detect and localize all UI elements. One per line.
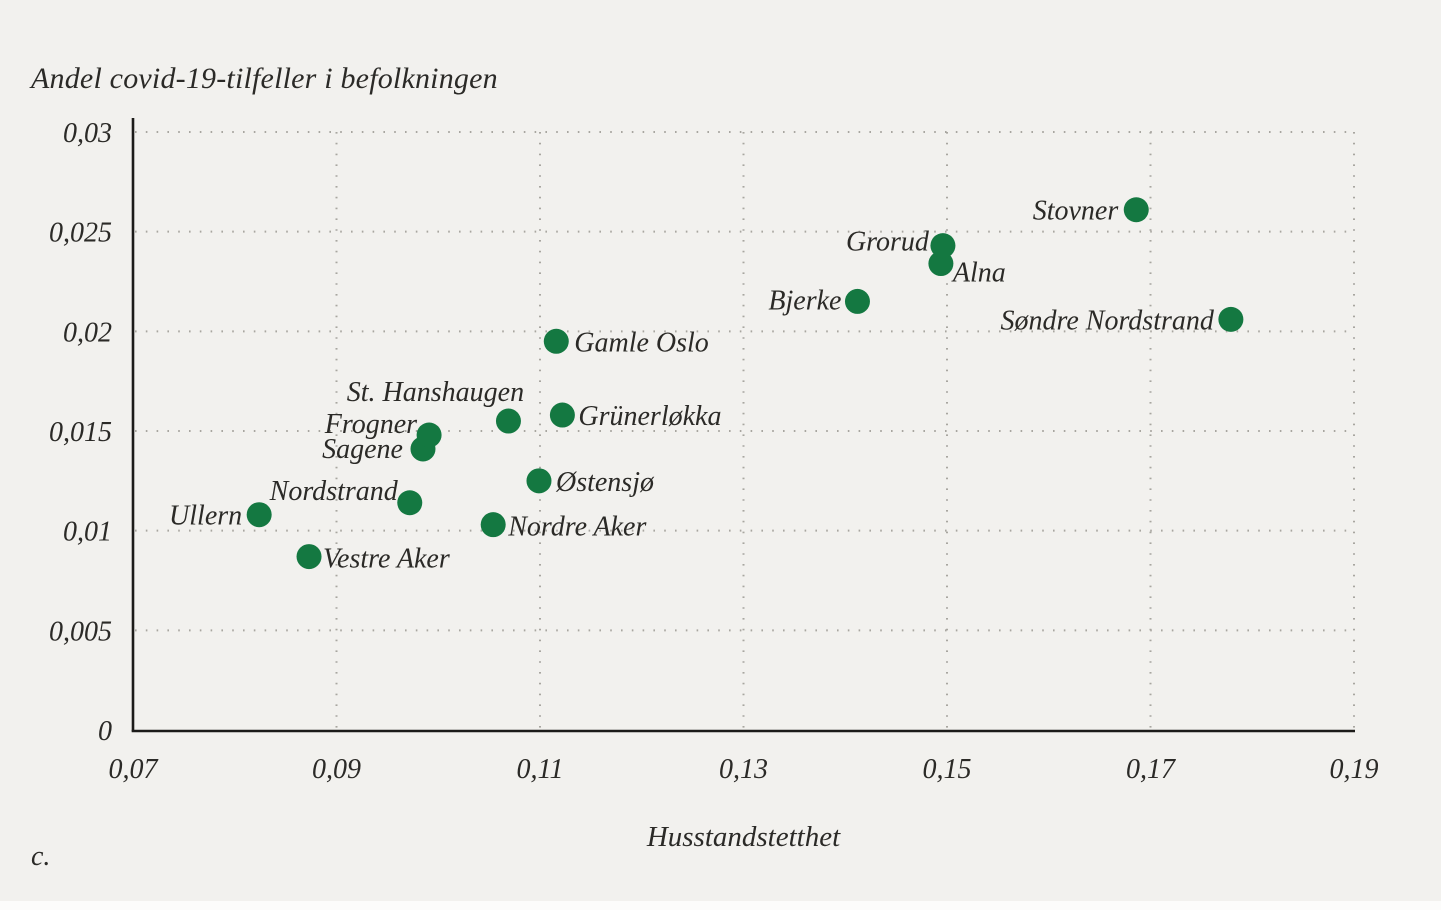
- x-tick-label: 0,13: [719, 754, 768, 785]
- data-point-label-gamle-oslo: Gamle Oslo: [574, 327, 709, 358]
- data-point-stovner: [1123, 197, 1149, 223]
- data-point-label-stovner: Stovner: [1033, 196, 1119, 227]
- x-tick-label: 0,17: [1126, 754, 1176, 785]
- figure-panel-letter: c.: [31, 841, 51, 872]
- data-point-label-sagene: Sagene: [322, 434, 403, 465]
- data-point-nordre-aker: [480, 512, 506, 538]
- y-tick-label: 0,01: [63, 517, 112, 548]
- data-point-gamle-oslo: [543, 328, 569, 354]
- x-tick-label: 0,15: [923, 754, 972, 785]
- data-point-label-grünerløkka: Grünerløkka: [578, 401, 721, 432]
- data-point-label-bjerke: Bjerke: [768, 285, 841, 316]
- y-tick-label: 0,025: [49, 218, 112, 249]
- x-tick-labels: 0,07 0,09 0,11 0,13 0,15 0,17 0,19: [109, 754, 1379, 785]
- x-tick-label: 0,11: [517, 754, 564, 785]
- data-point-label-nordstrand: Nordstrand: [269, 476, 399, 507]
- data-point-labels: Ullern Vestre Aker Nordstrand SageneFrogner…: [169, 196, 1215, 575]
- y-tick-label: 0,03: [63, 118, 112, 149]
- data-point-østensjø: [526, 468, 552, 494]
- chart-title: Andel covid-19-tilfeller i befolkningen: [31, 62, 498, 95]
- bottom-strip: [0, 901, 1441, 910]
- x-tick-label: 0,07: [109, 754, 159, 785]
- data-point-label-vestre-aker: Vestre Aker: [323, 544, 450, 575]
- data-point-nordstrand: [397, 490, 423, 516]
- data-point-label-nordre-aker: Nordre Aker: [507, 512, 646, 543]
- data-point-frogner: [416, 422, 442, 448]
- y-tick-label: 0,02: [63, 317, 112, 348]
- data-point-st-hanshaugen: [495, 408, 521, 434]
- data-point-bjerke: [844, 288, 870, 314]
- gridlines: [135, 131, 1355, 730]
- data-point-label-st-hanshaugen: St. Hanshaugen: [347, 377, 524, 408]
- y-tick-label: 0,005: [49, 616, 112, 647]
- data-point-grorud: [930, 233, 956, 259]
- data-point-vestre-aker: [296, 544, 322, 570]
- data-point-label-ullern: Ullern: [169, 501, 242, 532]
- data-point-label-østensjø: Østensjø: [555, 467, 655, 498]
- x-tick-label: 0,19: [1330, 754, 1379, 785]
- data-point-label-alna: Alna: [951, 258, 1006, 289]
- data-point-søndre-nordstrand: [1218, 306, 1244, 332]
- y-tick-labels: 0 0,005 0,01 0,015 0,02 0,025 0,03: [49, 118, 112, 747]
- data-points: [246, 197, 1244, 570]
- data-point-ullern: [246, 502, 272, 528]
- x-axis-label: Husstandstetthet: [646, 821, 841, 853]
- y-tick-label: 0: [98, 716, 112, 747]
- data-point-label-grorud: Grorud: [846, 227, 930, 258]
- data-point-label-søndre-nordstrand: Søndre Nordstrand: [1000, 305, 1214, 336]
- data-point-grünerløkka: [549, 402, 575, 428]
- y-tick-label: 0,015: [49, 417, 112, 448]
- data-point-label-frogner: Frogner: [324, 409, 417, 440]
- x-tick-label: 0,09: [312, 754, 361, 785]
